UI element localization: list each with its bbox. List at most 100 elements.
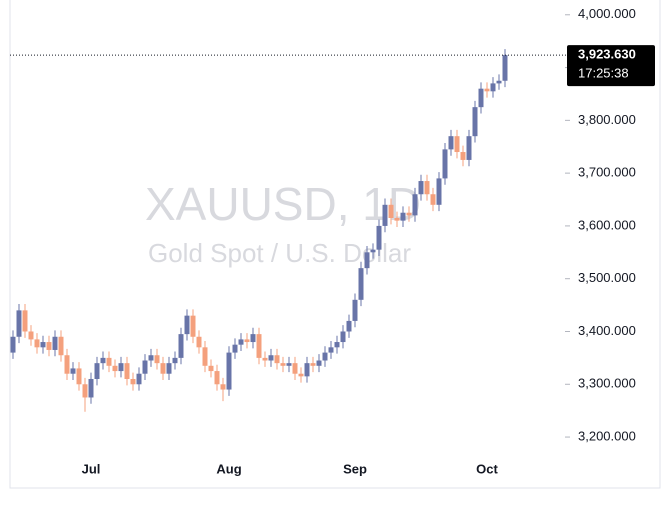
candle-body: [124, 363, 130, 379]
candle-body: [94, 363, 100, 379]
candle-body: [316, 360, 322, 366]
candle-body: [196, 336, 202, 348]
candle-body: [16, 310, 22, 337]
candle-body: [82, 384, 88, 398]
candle-body: [226, 352, 232, 390]
candle-body: [172, 357, 178, 364]
candle-body: [466, 136, 472, 160]
candle-body: [322, 352, 328, 361]
watermark-symbol: XAUUSD, 1D: [145, 178, 421, 230]
candle-body: [352, 299, 358, 321]
candle-body: [166, 363, 172, 374]
candle-body: [202, 347, 208, 366]
candle-body: [154, 355, 160, 364]
candle-body: [10, 336, 16, 353]
y-tick-label: 3,600.000: [578, 217, 636, 232]
candle-body: [496, 80, 502, 84]
chart-frame: [9, 0, 661, 489]
last-price-label: 3,923.630: [578, 47, 636, 62]
candle-body: [256, 334, 262, 358]
y-tick-label: 3,700.000: [578, 165, 636, 180]
candle-body: [460, 152, 466, 160]
candle-body: [472, 107, 478, 137]
candle-body: [448, 136, 454, 150]
candle-body: [244, 339, 250, 343]
candle-body: [28, 331, 34, 340]
candle-body: [280, 363, 286, 366]
candle-body: [310, 363, 316, 366]
candle-body: [406, 212, 412, 216]
candle-body: [490, 83, 496, 92]
candle-body: [478, 88, 484, 108]
candle-body: [442, 149, 448, 179]
candle-body: [178, 334, 184, 358]
candle-body: [424, 181, 430, 195]
candle-body: [64, 355, 70, 374]
y-tick-label: 3,500.000: [578, 270, 636, 285]
candle-body: [70, 368, 76, 374]
candle-body: [304, 363, 310, 377]
candle-body: [112, 365, 118, 372]
candle-body: [484, 88, 490, 92]
candle-body: [52, 336, 58, 350]
candle-body: [238, 339, 244, 345]
candle-body: [40, 342, 46, 348]
candle-body: [208, 365, 214, 372]
x-tick-label: Jul: [82, 461, 101, 476]
candle-body: [400, 212, 406, 221]
candle-body: [388, 204, 394, 218]
candle-body: [232, 344, 238, 353]
candle-body: [130, 378, 136, 385]
last-price-box: [567, 45, 655, 87]
candle-body: [418, 181, 424, 195]
candle-body: [298, 373, 304, 377]
candle-body: [148, 355, 154, 361]
candle-body: [22, 310, 28, 332]
candle-body: [334, 342, 340, 348]
candle-body: [454, 136, 460, 153]
candle-body: [34, 339, 40, 348]
y-tick-label: 3,400.000: [578, 323, 636, 338]
candle-body: [106, 357, 112, 366]
candle-body: [118, 363, 124, 372]
candle-body: [382, 204, 388, 226]
watermark-description: Gold Spot / U.S. Dollar: [148, 238, 411, 268]
candle-body: [160, 363, 166, 374]
candle-body: [220, 384, 226, 390]
x-tick-label: Aug: [216, 461, 241, 476]
candle-body: [46, 342, 52, 350]
x-tick-label: Sep: [343, 461, 367, 476]
candle-body: [88, 378, 94, 398]
candle-body: [262, 357, 268, 361]
candle-body: [376, 225, 382, 250]
candle-body: [436, 178, 442, 205]
countdown-label: 17:25:38: [578, 66, 629, 81]
y-tick-label: 3,200.000: [578, 428, 636, 443]
candle-body: [358, 268, 364, 300]
candle-body: [274, 355, 280, 364]
y-tick-label: 4,000.000: [578, 6, 636, 21]
candle-body: [184, 315, 190, 335]
candle-body: [136, 373, 142, 385]
candle-body: [394, 217, 400, 221]
candle-body: [412, 194, 418, 216]
y-tick-label: 3,300.000: [578, 376, 636, 391]
candle-body: [214, 371, 220, 385]
x-tick-label: Oct: [476, 461, 498, 476]
candle-body: [364, 252, 370, 269]
candle-body: [142, 360, 148, 374]
candle-body: [328, 347, 334, 353]
candle-body: [430, 194, 436, 205]
candle-body: [100, 357, 106, 364]
candle-body: [250, 334, 256, 343]
candle-body: [76, 368, 82, 385]
candle-body: [370, 249, 376, 253]
candle-body: [292, 363, 298, 374]
candle-body: [502, 55, 508, 81]
candle-body: [58, 336, 64, 356]
candle-body: [190, 315, 196, 337]
candle-body: [346, 320, 352, 332]
y-tick-label: 3,800.000: [578, 112, 636, 127]
candle-body: [286, 363, 292, 366]
